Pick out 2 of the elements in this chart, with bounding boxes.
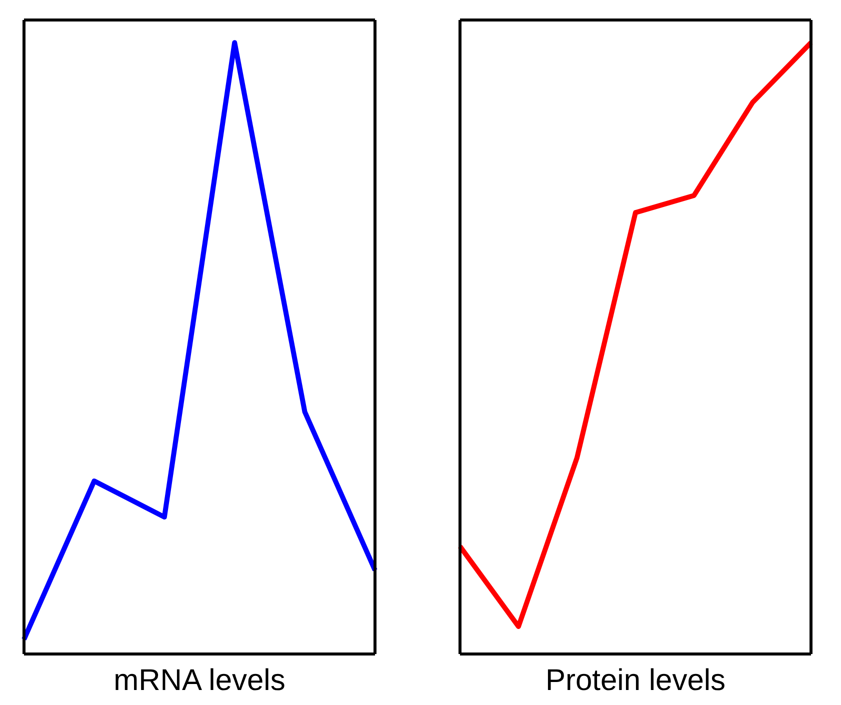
x-axis-title: mRNA levels [114, 664, 286, 697]
x-axis-title: Protein levels [545, 664, 726, 697]
